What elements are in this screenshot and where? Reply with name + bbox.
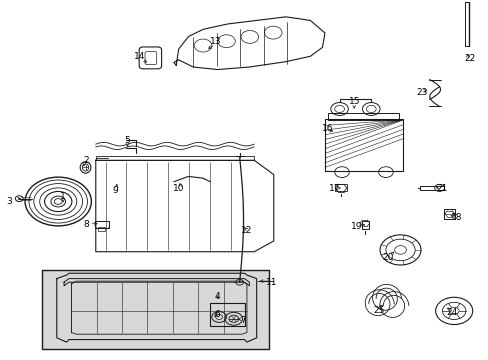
Bar [96,156,254,160]
Text: 10: 10 [173,184,184,193]
Text: 12: 12 [241,226,252,235]
Bar [328,113,398,120]
Bar [325,119,402,171]
Text: 19: 19 [350,222,362,231]
Text: 21: 21 [435,184,447,193]
Text: 9: 9 [112,186,118,195]
Bar [98,227,105,231]
Text: 22: 22 [463,54,474,63]
Text: 6: 6 [214,310,220,319]
Text: 3: 3 [6,197,12,206]
Bar [42,270,268,348]
Text: 11: 11 [265,278,277,287]
Text: 24: 24 [445,308,456,317]
Text: 13: 13 [209,37,221,46]
Text: 2: 2 [83,156,89,165]
Text: 17: 17 [328,184,340,193]
Bar [361,221,368,229]
Text: 14: 14 [134,52,145,61]
Text: 23: 23 [416,87,427,96]
Text: 25: 25 [372,306,384,315]
Text: 1: 1 [60,192,66,201]
Text: 8: 8 [83,220,89,229]
Text: 20: 20 [382,253,393,262]
Bar [334,184,346,192]
Text: 18: 18 [450,213,462,222]
Text: 15: 15 [348,96,359,105]
Text: 16: 16 [321,123,332,132]
Text: 5: 5 [124,136,130,145]
Text: 4: 4 [214,292,220,301]
Bar [444,209,454,219]
Bar [419,186,444,190]
Text: 7: 7 [240,316,246,325]
Bar [210,303,244,326]
Bar [95,221,109,228]
